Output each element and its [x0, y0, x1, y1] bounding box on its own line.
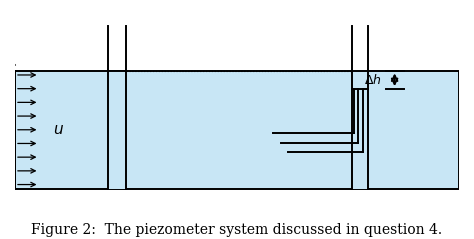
Bar [353, 89, 368, 189]
Text: $\Delta h$: $\Delta h$ [364, 73, 381, 87]
Bar [108, 71, 126, 189]
Bar [15, 71, 459, 189]
Text: $u$: $u$ [53, 122, 64, 137]
Text: Figure 2:  The piezometer system discussed in question 4.: Figure 2: The piezometer system discusse… [31, 223, 443, 237]
